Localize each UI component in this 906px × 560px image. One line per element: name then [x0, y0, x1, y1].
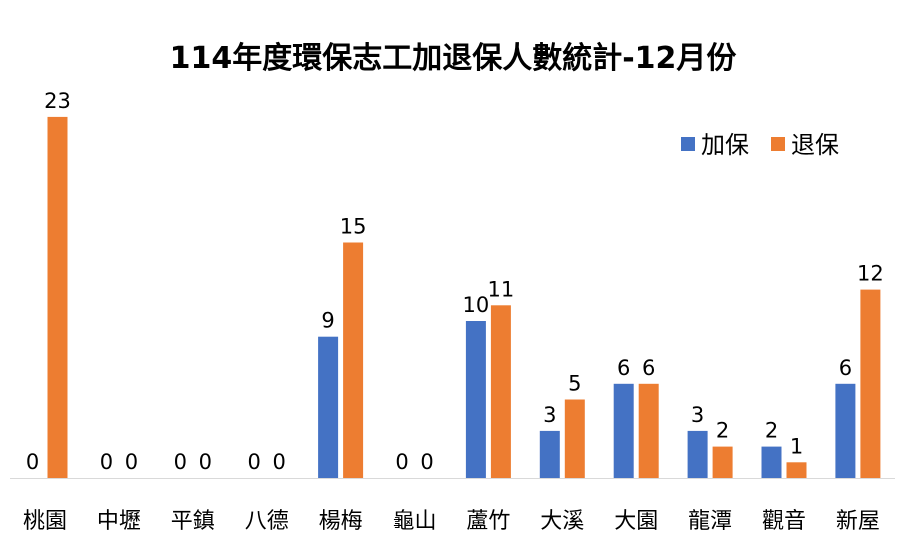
- data-label: 9: [321, 309, 334, 333]
- legend: 加保 退保: [681, 131, 839, 159]
- x-tick-label: 中壢: [97, 509, 141, 534]
- data-label: 12: [857, 262, 884, 286]
- x-tick-label: 大園: [614, 509, 658, 534]
- data-label: 11: [488, 277, 515, 301]
- data-label: 0: [125, 450, 138, 474]
- data-label: 0: [199, 450, 212, 474]
- bar-leave-9: [712, 446, 733, 478]
- x-tick-label: 桃園: [23, 509, 67, 534]
- bar-join-6: [465, 321, 486, 478]
- data-label: 6: [839, 356, 852, 380]
- legend-swatch: [681, 137, 695, 151]
- x-tick-label: 觀音: [762, 509, 806, 534]
- x-tick-label: 八德: [245, 509, 289, 534]
- x-tick-label: 大溪: [540, 509, 584, 534]
- data-label: 0: [174, 450, 187, 474]
- bar-leave-4: [343, 242, 364, 478]
- data-label: 0: [273, 450, 286, 474]
- x-axis-labels: 桃園 中壢 平鎮 八德 楊梅 龜山 蘆竹 大溪 大園 龍潭 觀音 新屋: [23, 509, 880, 534]
- x-tick-label: 蘆竹: [466, 509, 510, 534]
- bar-leave-6: [490, 305, 511, 478]
- legend-label: 退保: [791, 131, 839, 159]
- bar-leave-8: [638, 383, 659, 478]
- bar-leave-0: [47, 116, 68, 479]
- data-label: 6: [617, 356, 630, 380]
- bar-join-7: [539, 430, 560, 478]
- x-tick-label: 龍潭: [688, 509, 732, 534]
- data-label: 0: [248, 450, 261, 474]
- data-label: 2: [765, 419, 778, 443]
- bar-leave-7: [564, 399, 585, 478]
- bar-leave-10: [786, 462, 807, 478]
- x-tick-label: 平鎮: [171, 509, 215, 534]
- bar-join-8: [613, 383, 634, 478]
- data-label: 6: [642, 356, 655, 380]
- data-label: 2: [716, 419, 729, 443]
- bar-join-9: [687, 430, 708, 478]
- data-label: 0: [26, 450, 39, 474]
- legend-label: 加保: [701, 131, 749, 159]
- data-label: 5: [568, 372, 581, 396]
- bar-join-11: [835, 383, 856, 478]
- data-label: 3: [543, 403, 556, 427]
- x-tick-label: 楊梅: [319, 509, 363, 534]
- bar-join-10: [761, 446, 782, 478]
- data-label: 3: [691, 403, 704, 427]
- data-label: 10: [463, 293, 490, 317]
- data-label: 0: [420, 450, 433, 474]
- bar-join-4: [318, 336, 339, 478]
- data-label: 1: [790, 434, 803, 458]
- x-tick-label: 新屋: [836, 509, 880, 534]
- chart-title: 114年度環保志工加退保人數統計-12月份: [170, 41, 737, 76]
- data-label: 0: [100, 450, 113, 474]
- x-tick-label: 龜山: [392, 509, 436, 534]
- bar-leave-11: [860, 289, 881, 478]
- legend-swatch: [771, 137, 785, 151]
- data-label: 23: [44, 89, 71, 113]
- data-label: 0: [395, 450, 408, 474]
- data-label: 15: [340, 215, 367, 239]
